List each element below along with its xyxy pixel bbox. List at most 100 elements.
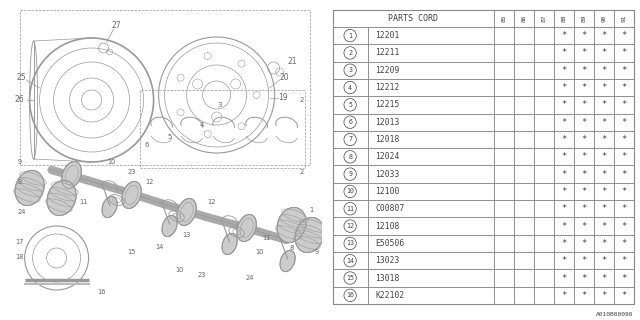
Bar xyxy=(594,252,614,269)
Bar xyxy=(140,90,305,168)
Bar xyxy=(534,269,554,287)
Text: E50506: E50506 xyxy=(376,239,404,248)
Bar xyxy=(367,165,494,183)
Text: 26: 26 xyxy=(15,95,24,105)
Text: 3: 3 xyxy=(348,67,352,73)
Text: 17: 17 xyxy=(15,239,24,245)
Bar xyxy=(574,183,594,200)
Text: *: * xyxy=(581,170,587,179)
Text: *: * xyxy=(621,48,627,57)
Bar xyxy=(494,165,514,183)
Bar xyxy=(514,287,534,304)
Bar xyxy=(614,183,634,200)
Text: 23: 23 xyxy=(127,169,136,175)
Text: *: * xyxy=(621,204,627,213)
Bar xyxy=(574,79,594,96)
Bar xyxy=(333,44,367,61)
Ellipse shape xyxy=(222,233,237,255)
Ellipse shape xyxy=(102,196,117,218)
Text: *: * xyxy=(581,221,587,231)
Bar xyxy=(594,96,614,114)
Bar xyxy=(574,10,594,27)
Text: 14: 14 xyxy=(346,258,354,264)
Bar xyxy=(594,235,614,252)
Text: 9: 9 xyxy=(17,159,22,165)
Text: 10: 10 xyxy=(175,267,184,273)
Text: 18: 18 xyxy=(15,254,24,260)
Bar xyxy=(534,200,554,217)
Text: 2: 2 xyxy=(300,97,304,103)
Text: *: * xyxy=(581,100,587,109)
Text: *: * xyxy=(581,256,587,265)
Bar xyxy=(594,131,614,148)
Text: 12: 12 xyxy=(145,179,154,185)
Ellipse shape xyxy=(15,171,44,205)
Text: 12013: 12013 xyxy=(376,118,400,127)
Text: 8: 8 xyxy=(17,179,22,185)
Text: 16: 16 xyxy=(97,289,106,295)
Bar xyxy=(494,235,514,252)
Bar xyxy=(333,27,367,44)
Text: 12201: 12201 xyxy=(376,31,400,40)
Bar xyxy=(554,96,574,114)
Bar xyxy=(574,44,594,61)
Bar xyxy=(514,44,534,61)
Bar xyxy=(494,131,514,148)
Bar xyxy=(554,44,574,61)
Text: *: * xyxy=(621,31,627,40)
Text: *: * xyxy=(581,239,587,248)
Bar xyxy=(514,10,534,27)
Bar xyxy=(534,114,554,131)
Text: 12209: 12209 xyxy=(376,66,400,75)
Ellipse shape xyxy=(237,214,256,242)
Bar xyxy=(534,183,554,200)
Bar xyxy=(554,287,574,304)
Text: *: * xyxy=(581,291,587,300)
Bar xyxy=(534,235,554,252)
Bar xyxy=(367,200,494,217)
Text: 19: 19 xyxy=(278,93,287,102)
Bar xyxy=(554,79,574,96)
Bar xyxy=(554,269,574,287)
Bar xyxy=(554,61,574,79)
Text: 6: 6 xyxy=(145,142,149,148)
Text: 24: 24 xyxy=(17,209,26,215)
Bar xyxy=(594,269,614,287)
Text: *: * xyxy=(561,274,566,283)
Ellipse shape xyxy=(177,198,196,226)
Bar xyxy=(554,165,574,183)
Text: *: * xyxy=(561,239,566,248)
Text: *: * xyxy=(601,66,607,75)
Bar xyxy=(574,114,594,131)
Bar xyxy=(333,10,494,27)
Text: *: * xyxy=(581,83,587,92)
Text: 91: 91 xyxy=(621,14,626,22)
Bar xyxy=(333,269,367,287)
Text: 89: 89 xyxy=(581,14,586,22)
Bar xyxy=(494,269,514,287)
Bar xyxy=(333,200,367,217)
Bar xyxy=(554,235,574,252)
Bar xyxy=(514,61,534,79)
Text: 5: 5 xyxy=(168,134,172,140)
Text: 2: 2 xyxy=(348,50,352,56)
Bar xyxy=(594,44,614,61)
Text: *: * xyxy=(601,83,607,92)
Text: 10: 10 xyxy=(255,249,264,255)
Text: *: * xyxy=(621,221,627,231)
Bar xyxy=(367,287,494,304)
Bar xyxy=(494,61,514,79)
Bar xyxy=(494,183,514,200)
Text: *: * xyxy=(561,291,566,300)
Text: 27: 27 xyxy=(112,20,122,29)
Text: *: * xyxy=(621,83,627,92)
Bar xyxy=(333,217,367,235)
Text: *: * xyxy=(581,31,587,40)
Bar xyxy=(367,27,494,44)
Bar xyxy=(514,96,534,114)
Bar xyxy=(594,148,614,165)
Bar xyxy=(494,252,514,269)
Bar xyxy=(494,96,514,114)
Text: *: * xyxy=(561,48,566,57)
Text: 7: 7 xyxy=(348,137,352,142)
